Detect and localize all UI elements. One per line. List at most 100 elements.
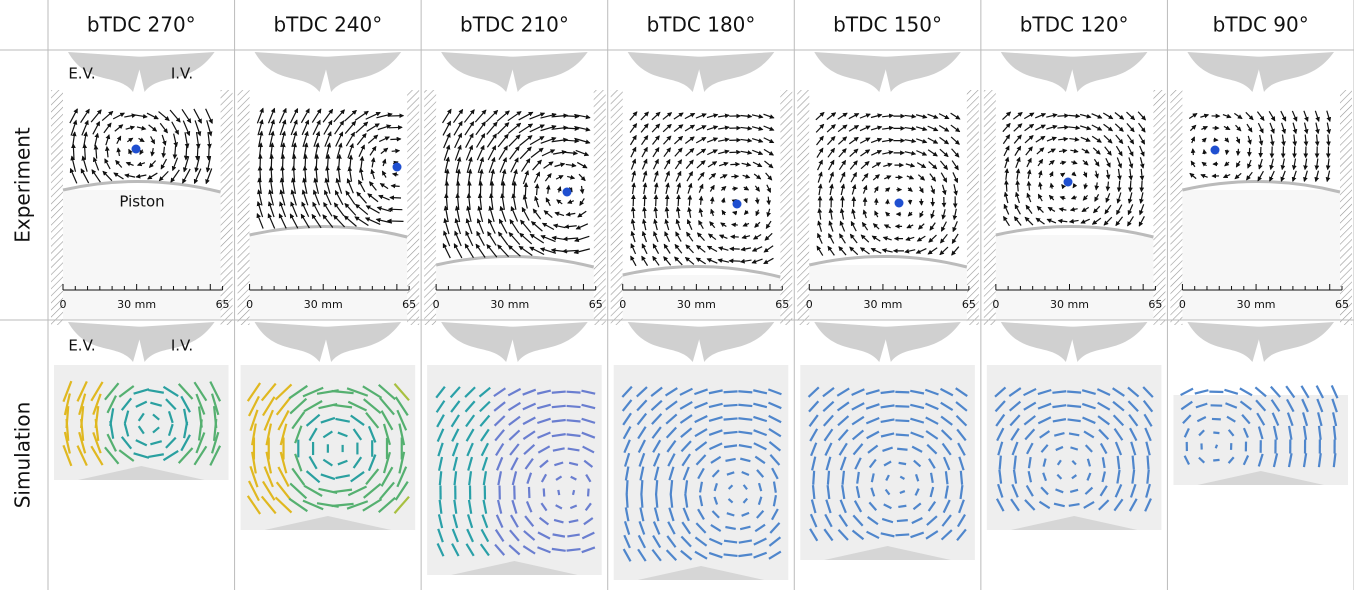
- flow-vector: [961, 471, 962, 485]
- flow-vector: [724, 432, 738, 433]
- row-header: Simulation: [11, 402, 35, 509]
- flow-vector: [627, 480, 628, 494]
- intake-valve: [510, 52, 588, 92]
- flow-vector: [724, 418, 738, 419]
- flow-vector: [567, 549, 581, 551]
- scale-label: 0: [246, 298, 253, 311]
- flow-vector: [1006, 181, 1007, 192]
- cylinder-wall: [51, 90, 63, 325]
- cylinder-wall: [424, 90, 436, 325]
- flow-vector: [897, 520, 908, 521]
- vortex-center: [393, 163, 402, 172]
- flow-vector: [724, 405, 738, 406]
- exhaust-valve: [628, 52, 703, 92]
- scale-label: 65: [962, 298, 976, 311]
- experiment-panel: 030 mm65: [1170, 52, 1352, 325]
- flow-vector: [390, 139, 400, 140]
- cylinder-wall: [1170, 90, 1182, 325]
- experiment-panel: 030 mm65: [424, 52, 606, 325]
- flow-vector: [732, 188, 737, 189]
- piston-area: [809, 265, 967, 320]
- flow-vector: [1119, 181, 1120, 192]
- flow-vector: [552, 392, 566, 393]
- simulation-panel: [1173, 322, 1348, 485]
- annotation: E.V.: [68, 337, 95, 355]
- flow-vector: [73, 144, 74, 160]
- simulation-panel: [427, 322, 602, 575]
- intake-valve: [1069, 52, 1147, 92]
- scale-label: 65: [1335, 298, 1349, 311]
- flow-vector: [1148, 456, 1149, 470]
- scale-label: 0: [619, 298, 626, 311]
- flow-vector: [738, 391, 752, 392]
- flow-vector: [1227, 150, 1228, 155]
- scale-label: 0: [1179, 298, 1186, 311]
- scale-label: 30 mm: [863, 298, 902, 311]
- exhaust-valve: [441, 52, 516, 92]
- column-header: bTDC 210°: [460, 13, 569, 37]
- flow-vector: [1130, 181, 1131, 192]
- scale-label: 30 mm: [117, 298, 156, 311]
- row-header: Experiment: [11, 127, 35, 243]
- cylinder-wall: [238, 90, 250, 325]
- flow-vector: [843, 471, 844, 485]
- flow-vector: [1067, 391, 1081, 392]
- column-header: bTDC 90°: [1213, 13, 1309, 37]
- intake-valve: [510, 322, 588, 362]
- column-header: bTDC 240°: [273, 13, 382, 37]
- flow-vector: [1067, 405, 1081, 406]
- flow-vector: [946, 471, 948, 484]
- experiment-panel: 030 mm65: [238, 52, 420, 325]
- flow-vector: [828, 471, 829, 485]
- flow-vector: [1224, 390, 1237, 394]
- intake-valve: [696, 322, 774, 362]
- intake-valve: [323, 52, 401, 92]
- flow-vector: [813, 485, 814, 499]
- flow-vector: [656, 494, 657, 508]
- flow-vector: [731, 176, 738, 177]
- flow-vector: [1014, 456, 1016, 470]
- vortex-center: [895, 199, 904, 208]
- flow-vector: [544, 488, 545, 496]
- figure: 030 mm65030 mm65030 mm65030 mm65030 mm65…: [0, 0, 1354, 590]
- exhaust-valve: [814, 322, 889, 362]
- panels: 030 mm65030 mm65030 mm65030 mm65030 mm65…: [51, 52, 1352, 580]
- flow-vector: [895, 420, 909, 421]
- intake-valve: [1256, 322, 1334, 362]
- flow-vector: [895, 406, 909, 407]
- exhaust-valve: [255, 322, 330, 362]
- annotation: E.V.: [68, 65, 95, 83]
- scale-label: 30 mm: [490, 298, 529, 311]
- flow-vector: [1240, 388, 1252, 395]
- flow-vector: [1334, 426, 1336, 440]
- flow-vector: [671, 480, 672, 494]
- scale-label: 65: [402, 298, 416, 311]
- cylinder-wall: [611, 90, 623, 325]
- flow-vector: [525, 183, 526, 196]
- flow-vector: [731, 237, 739, 238]
- exhaust-valve: [1001, 52, 1076, 92]
- flow-vector: [813, 471, 814, 485]
- column-header: bTDC 150°: [833, 13, 942, 37]
- flow-vector: [671, 494, 673, 508]
- flow-vector: [1213, 460, 1219, 461]
- column-header: bTDC 180°: [647, 13, 756, 37]
- intake-valve: [696, 52, 774, 92]
- flow-vector: [588, 489, 589, 497]
- annotation: I.V.: [171, 337, 193, 355]
- flow-vector: [567, 420, 581, 421]
- scale-label: 65: [589, 298, 603, 311]
- flow-vector: [627, 494, 628, 508]
- flow-vector: [503, 182, 504, 198]
- flow-vector: [514, 182, 515, 198]
- flow-vector: [738, 418, 752, 420]
- intake-valve: [1256, 52, 1334, 92]
- flow-vector: [1052, 391, 1066, 393]
- exhaust-valve: [1001, 322, 1076, 362]
- scale-label: 30 mm: [677, 298, 716, 311]
- cylinder-wall: [797, 90, 809, 325]
- flow-vector: [701, 196, 702, 204]
- column-header: bTDC 120°: [1020, 13, 1129, 37]
- experiment-panel: 030 mm65: [51, 52, 233, 325]
- flow-vector: [197, 144, 198, 160]
